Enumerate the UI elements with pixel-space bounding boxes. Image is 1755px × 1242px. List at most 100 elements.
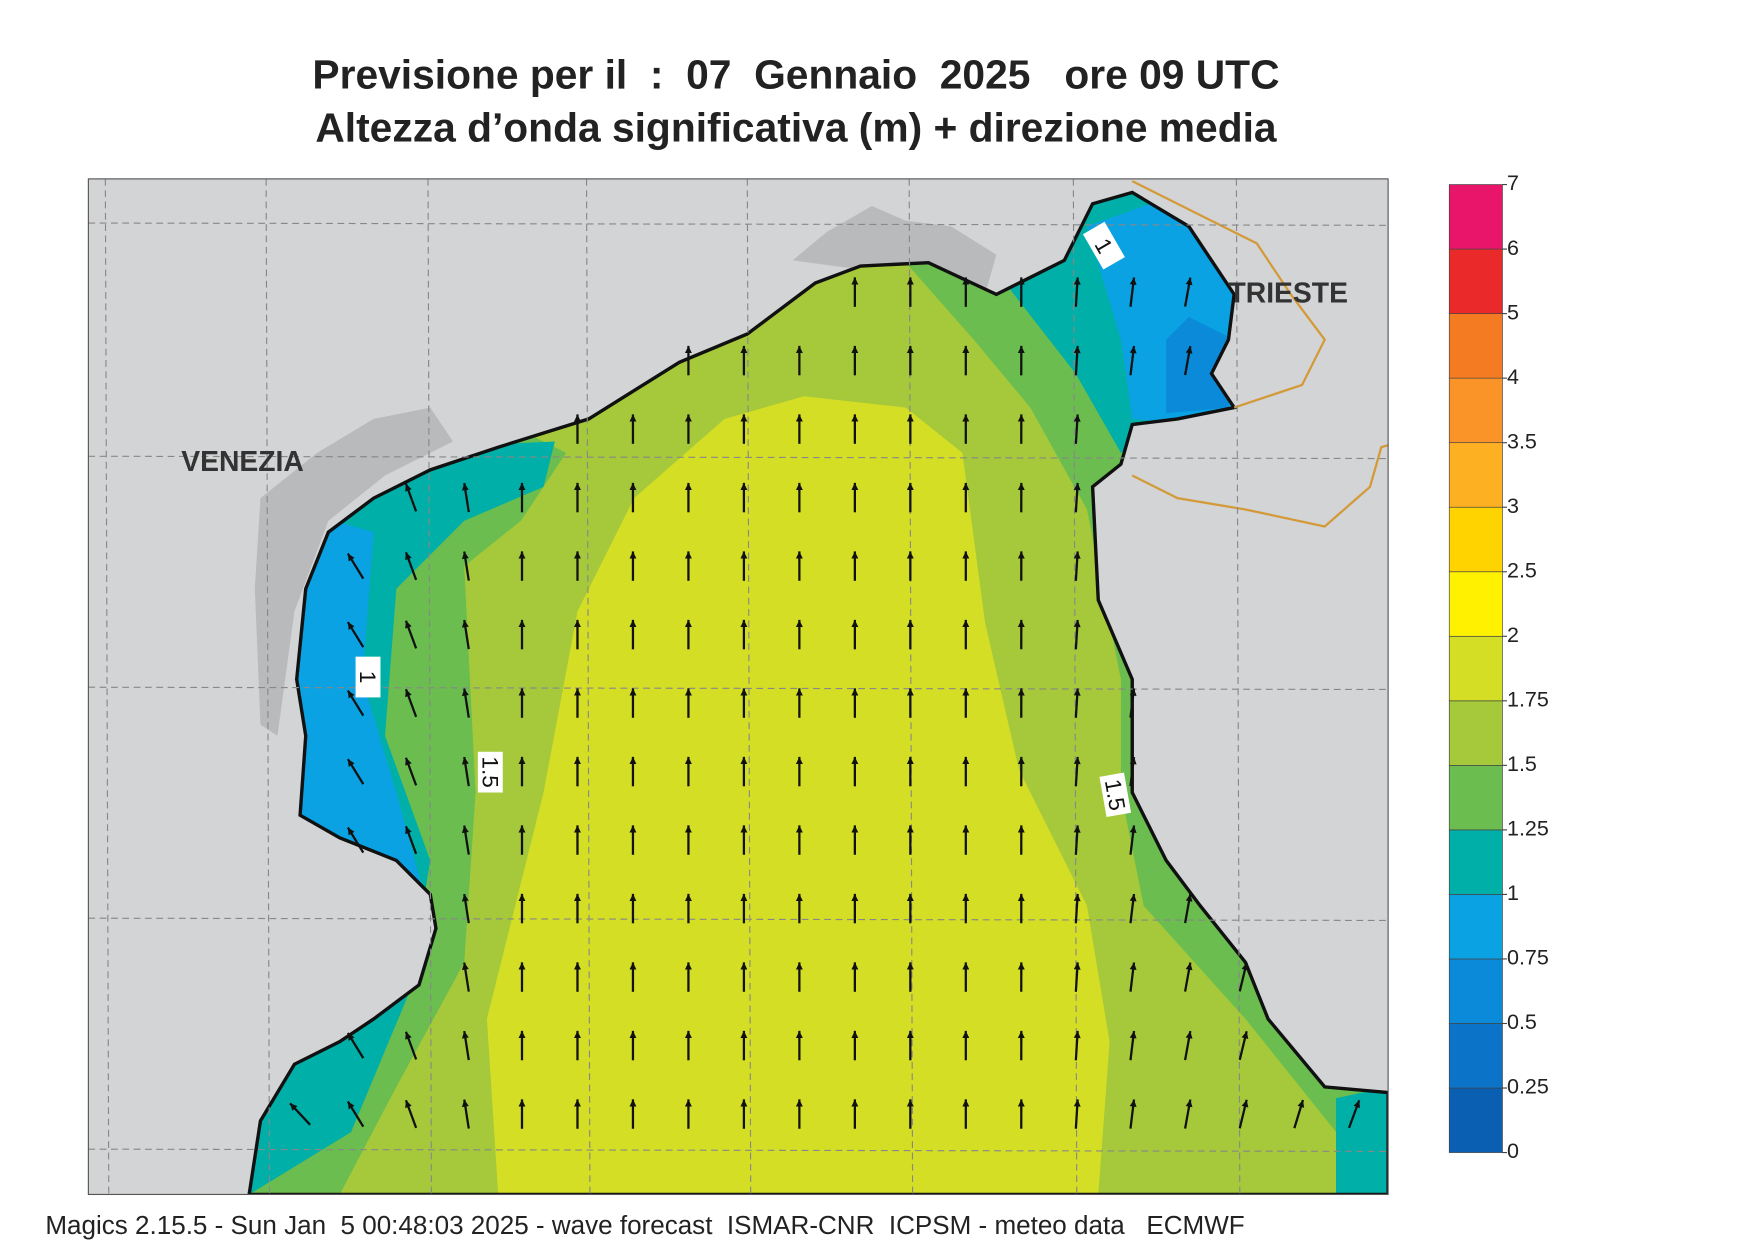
- arrow-head: [1017, 551, 1025, 559]
- arrow-head: [1017, 893, 1025, 901]
- legend-swatch: [1448, 700, 1503, 766]
- arrow-head: [518, 893, 526, 901]
- arrow-head: [1129, 1030, 1137, 1039]
- legend-label: 1.5: [1507, 752, 1537, 776]
- arrow-head: [574, 893, 581, 901]
- arrow-head: [405, 620, 412, 629]
- legend-swatch: [1448, 1087, 1503, 1153]
- map-frame: [87, 178, 1389, 1196]
- legend-label: 1.25: [1507, 817, 1549, 841]
- arrow-head: [1073, 893, 1081, 902]
- arrow-head: [1185, 1031, 1193, 1039]
- arrow-head: [518, 756, 526, 764]
- legend-swatch: [1448, 313, 1503, 379]
- arrow-head: [518, 825, 526, 833]
- arrow-head: [1129, 688, 1137, 696]
- title-line-1: Previsione per il : 07 Gennaio 2025 ore …: [312, 51, 1279, 97]
- contour-label: 1.5: [1099, 772, 1132, 818]
- arrow-head: [1073, 551, 1081, 559]
- arrow-head: [906, 688, 914, 696]
- arrow-head: [906, 893, 914, 901]
- arrow-head: [851, 277, 859, 285]
- arrow-head: [1241, 962, 1249, 971]
- arrow-head: [1129, 893, 1137, 902]
- contour-labels: 1 1 1.5 1.5: [355, 221, 1132, 818]
- arrow-head: [962, 277, 970, 285]
- arrow-head: [629, 619, 637, 628]
- arrow-head: [405, 552, 412, 561]
- arrow-head: [1185, 962, 1193, 971]
- contour-label: 1: [1082, 221, 1125, 270]
- arrow-head: [962, 414, 970, 422]
- arrow-head: [347, 622, 355, 630]
- arrow-head: [795, 688, 803, 696]
- grid-line: [88, 917, 1389, 922]
- contour-label: 1: [355, 656, 381, 698]
- arrow-head: [629, 962, 637, 970]
- arrow-head: [347, 690, 355, 699]
- arrow-head: [405, 757, 412, 766]
- arrow-head: [629, 1030, 637, 1038]
- arrow-head: [1017, 277, 1025, 285]
- arrow-head: [518, 1030, 526, 1038]
- arrow-head: [851, 962, 859, 970]
- legend-swatch: [1448, 958, 1503, 1024]
- arrow-head: [1129, 277, 1137, 285]
- arrow-head: [405, 826, 412, 835]
- arrow-head: [1129, 825, 1137, 833]
- arrow-head: [684, 1099, 692, 1107]
- arrow-head: [795, 825, 803, 833]
- arrow-head: [629, 414, 637, 422]
- arrow-head: [1017, 825, 1025, 833]
- arrow-head: [461, 757, 469, 765]
- arrow-head: [518, 619, 526, 628]
- contour-label-text: 1.5: [477, 756, 502, 787]
- arrow-head: [1073, 756, 1081, 765]
- contour-label-text: 1: [355, 671, 380, 684]
- arrow-head: [405, 1031, 412, 1040]
- arrow-head: [795, 414, 803, 422]
- arrow-head: [461, 1099, 469, 1108]
- legend-swatch: [1448, 442, 1503, 508]
- arrow-head: [906, 277, 914, 285]
- arrow-head: [906, 414, 914, 422]
- arrow-head: [574, 962, 581, 970]
- arrow-head: [574, 825, 581, 833]
- legend-swatch: [1448, 829, 1503, 895]
- arrow-head: [1241, 1099, 1249, 1108]
- arrow-head: [405, 689, 412, 698]
- arrow-head: [684, 893, 692, 901]
- arrow-head: [962, 1099, 970, 1107]
- arrow-head: [1185, 346, 1193, 354]
- legend-swatch: [1448, 1023, 1503, 1089]
- arrow-head: [461, 962, 469, 971]
- arrow-head: [574, 1030, 581, 1038]
- arrow-head: [290, 1103, 298, 1111]
- legend-label: 0.25: [1507, 1075, 1549, 1099]
- arrow-head: [740, 414, 748, 422]
- contour-label-box: [355, 656, 381, 698]
- arrow-head: [347, 827, 355, 836]
- arrow-head: [1241, 1031, 1249, 1040]
- legend-swatch: [1448, 894, 1503, 960]
- arrow-head: [629, 756, 637, 764]
- grid-line: [88, 686, 1389, 691]
- arrow-head: [1073, 1099, 1081, 1107]
- wave-directions: [289, 277, 1361, 1129]
- legend-label: 0: [1507, 1139, 1519, 1163]
- arrow-head: [1073, 688, 1081, 696]
- arrow-head: [684, 414, 692, 422]
- footer: Magics 2.15.5 - Sun Jan 5 00:48:03 2025 …: [45, 1210, 1244, 1240]
- arrow-head: [461, 825, 469, 834]
- arrow-head: [1017, 414, 1025, 422]
- arrow-head: [851, 756, 859, 764]
- arrow-head: [906, 482, 914, 491]
- arrow-head: [795, 551, 803, 559]
- arrow-head: [684, 756, 692, 764]
- arrow-head: [1017, 962, 1025, 970]
- arrow-head: [1017, 688, 1025, 696]
- arrow-head: [461, 688, 469, 697]
- arrow-head: [518, 1099, 526, 1107]
- arrow-head: [1297, 1099, 1305, 1108]
- arrow-head: [906, 825, 914, 833]
